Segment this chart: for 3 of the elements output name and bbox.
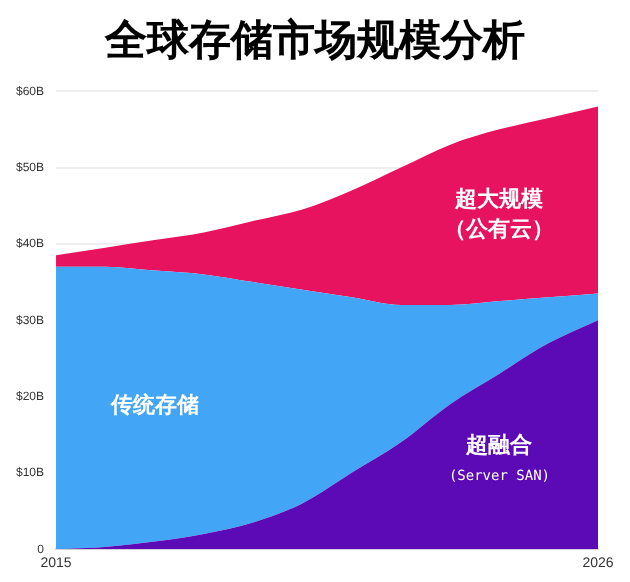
chart-title: 全球存储市场规模分析: [102, 14, 527, 68]
series-label: 传统存储: [108, 391, 199, 418]
series-label: 超大规模（公有云）: [444, 185, 555, 242]
